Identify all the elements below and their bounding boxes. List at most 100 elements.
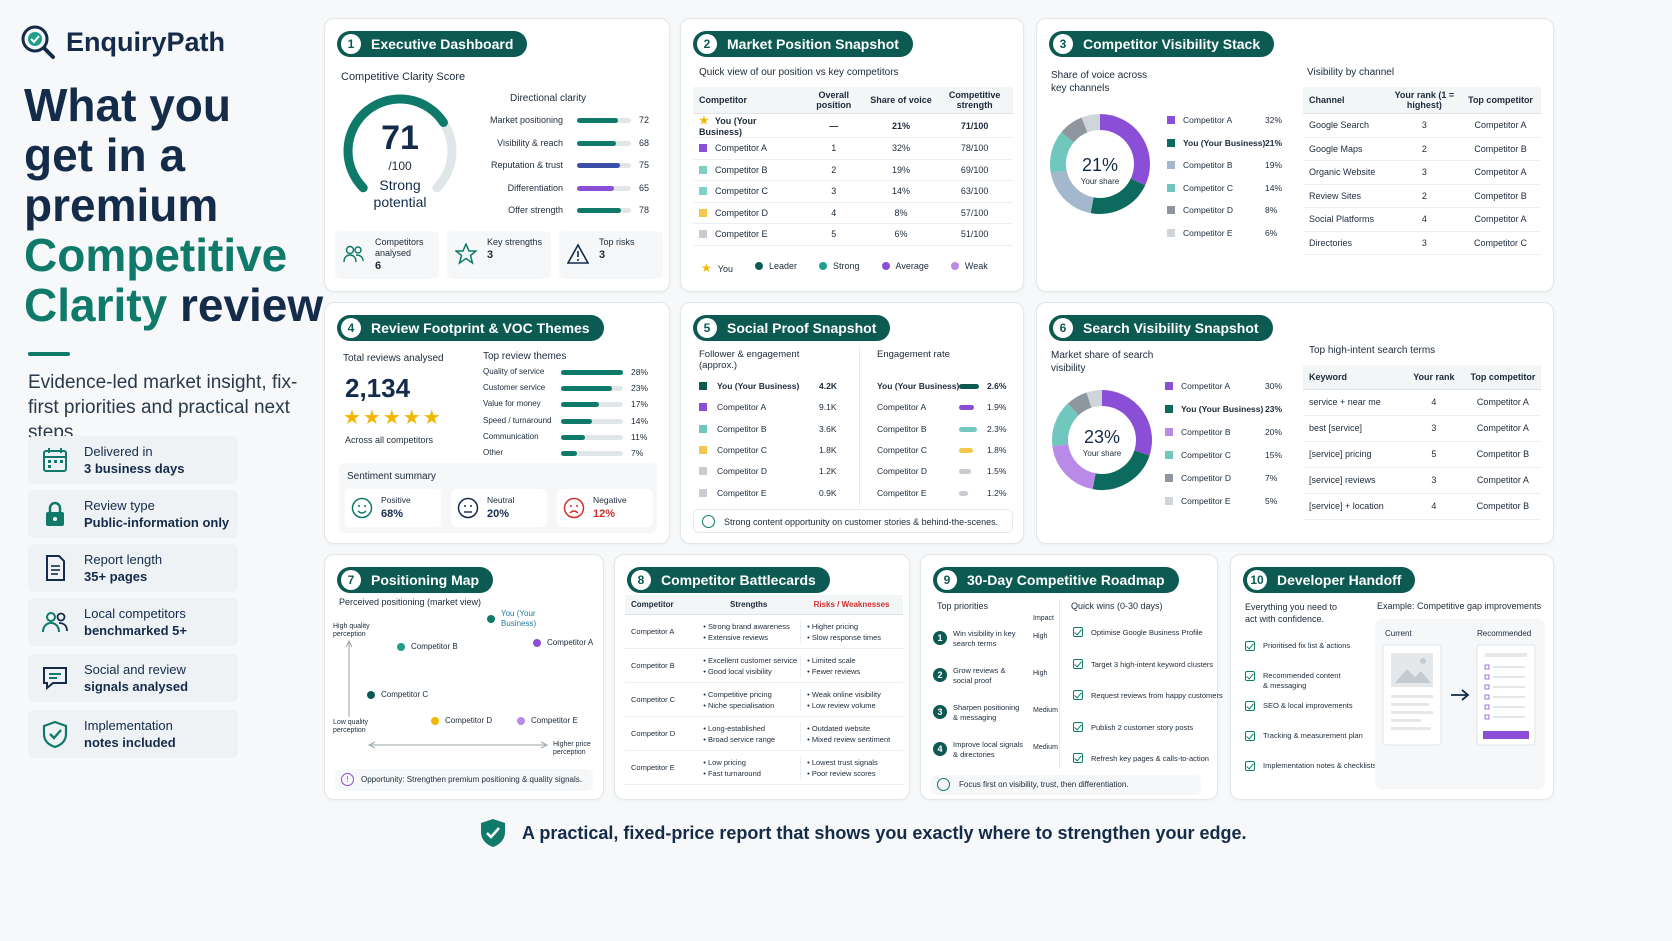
engagement-bar <box>959 405 974 411</box>
legend-label: Competitor D <box>1181 473 1232 483</box>
feature-line1: Implementation <box>84 718 173 733</box>
table-cell: Competitor C <box>1460 231 1541 255</box>
donut-slice <box>1099 114 1150 186</box>
strength-item: • Low pricing <box>703 757 746 767</box>
engagement-bar <box>959 469 971 475</box>
legend-label: Leader <box>768 261 797 271</box>
legend-label: You <box>717 264 733 274</box>
table-row: service + near me 4 Competitor A <box>1303 389 1541 416</box>
table-row: [service] pricing 5 Competitor B <box>1303 441 1541 468</box>
sentiment-label: Negative <box>593 495 627 505</box>
sentiment-label: Neutral <box>487 495 515 505</box>
table-header: Top competitor <box>1460 87 1541 114</box>
handoff-text: Prioritised fix list & actions <box>1263 641 1350 651</box>
map-point-label: Competitor A <box>547 638 593 648</box>
competitor-name: Competitor D <box>715 207 769 218</box>
card-title-text: Market Position Snapshot <box>727 36 899 52</box>
feature-item: Report length 35+ pages <box>28 544 238 592</box>
clarity-value: 65 <box>639 182 650 193</box>
handoff-line: SEO & local improvements <box>1263 701 1353 710</box>
table-cell: Competitor A <box>1460 113 1541 138</box>
impact-value: Medium <box>1033 707 1058 714</box>
map-point-label: Competitor B <box>411 642 458 652</box>
lock-icon <box>40 499 70 529</box>
card-roadmap: 9 30-Day Competitive Roadmap Top prioriti… <box>920 554 1223 800</box>
engagement-label: Competitor C <box>877 444 928 455</box>
stat-box: Top risks 3 <box>559 231 663 279</box>
checkbox-icon <box>1073 627 1083 637</box>
strength-item: • Long-established <box>703 723 766 733</box>
map-point-label: Competitor C <box>381 690 428 700</box>
legend-swatch <box>1167 206 1175 214</box>
feature-item: Implementation notes included <box>28 710 238 758</box>
legend-label: Competitor A <box>1181 381 1231 391</box>
table-cell: Review Sites <box>1303 184 1389 208</box>
theme-bar <box>561 370 623 375</box>
table-row: Review Sites 2 Competitor B <box>1303 184 1541 208</box>
theme-label: Customer service <box>483 383 546 393</box>
map-point <box>367 691 375 699</box>
checkbox-icon <box>1073 721 1083 732</box>
strength-item: • Strong brand awareness <box>703 621 790 631</box>
legend-value: 30% <box>1265 381 1283 391</box>
card-title-text: Developer Handoff <box>1277 572 1402 588</box>
priority-text: Win visibility in key search terms <box>953 629 1016 649</box>
table-row: [service] reviews 3 Competitor A <box>1303 467 1541 494</box>
y-low-label: Low quality perception <box>333 719 369 734</box>
clarity-bar <box>577 140 616 146</box>
legend-dot <box>754 262 763 270</box>
card-review-footprint: 4 Review Footprint & VOC Themes Total rev… <box>324 302 670 544</box>
legend-value: 20% <box>1265 427 1283 437</box>
priority-line: Grow reviews & <box>953 666 1006 675</box>
priority-text: Improve local signals & directories <box>953 740 1023 760</box>
handoff-line: Prioritised fix list & actions <box>1263 641 1351 650</box>
color-swatch <box>699 230 707 239</box>
table-row: Directories 3 Competitor C <box>1303 231 1541 255</box>
card-title-text: Social Proof Snapshot <box>727 320 877 336</box>
table-cell: Competitor B <box>1464 441 1541 468</box>
quick-win-text: Refresh key pages & calls-to-action <box>1091 754 1209 763</box>
legend-dot <box>818 262 827 270</box>
color-swatch <box>699 467 707 476</box>
table-cell: Organic Website <box>1303 160 1389 185</box>
table-cell: — <box>801 113 866 138</box>
legend-swatch <box>1165 497 1173 505</box>
handoff-item: Tracking & measurement plan <box>1245 731 1363 741</box>
card-subtitle: Quick view of our position vs key compet… <box>699 67 899 78</box>
divider <box>28 352 70 356</box>
theme-value: 23% <box>631 383 649 394</box>
sentiment-value: 12% <box>593 508 616 520</box>
weaknesses-cell: • Limited scale • Fewer reviews <box>800 654 903 677</box>
donut-slice <box>1061 117 1088 143</box>
table-header: Competitive strength <box>936 87 1013 114</box>
card-number: 1 <box>341 34 361 54</box>
note-text: Strong content opportunity on customer s… <box>724 517 999 527</box>
theme-value: 11% <box>631 431 648 442</box>
table-row: Competitor C 3 14% 63/100 <box>693 180 1013 203</box>
competitor-name: Competitor C <box>715 186 769 197</box>
clarity-bar <box>577 208 622 213</box>
table-cell: Competitor A <box>1460 207 1541 232</box>
recommended-label: Recommended <box>1477 629 1532 638</box>
social-label: Competitor D <box>717 466 768 477</box>
follower-count: 9.1K <box>819 402 837 413</box>
donut-slice <box>1101 390 1152 456</box>
star-icon: ★ <box>701 261 712 275</box>
table-row: Competitor A 1 32% 78/100 <box>693 137 1013 160</box>
weakness-item: • Mixed review sentiment <box>807 734 891 744</box>
table-cell: Competitor B <box>1460 184 1541 208</box>
engagement-label: Competitor D <box>877 466 928 477</box>
strength-item: • Extensive reviews <box>703 632 768 642</box>
strengths-cell: • Excellent customer service • Good local… <box>697 655 800 677</box>
table-header: Share of voice <box>865 87 937 114</box>
legend-dot <box>950 262 959 270</box>
table-header: Top competitor <box>1464 365 1541 390</box>
note-text: Opportunity: Strengthen premium position… <box>361 775 583 784</box>
sentiment-item: Positive 68% <box>345 489 441 527</box>
competitor-name: Competitor C <box>631 695 676 704</box>
star-icon <box>453 242 479 270</box>
impact-value: High <box>1033 633 1048 640</box>
engagement-bar <box>959 384 979 389</box>
quick-win-text: Publish 2 customer story posts <box>1091 722 1194 732</box>
